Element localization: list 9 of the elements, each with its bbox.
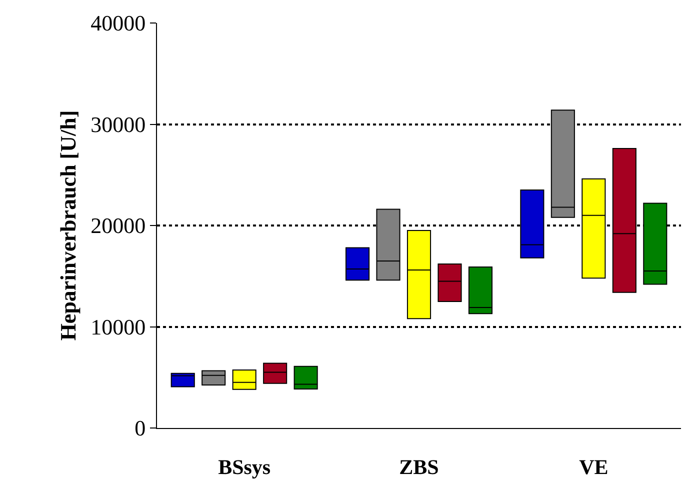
y-axis-title: Heparinverbrauch [U/h]	[55, 110, 80, 341]
x-tick-label: VE	[579, 455, 608, 480]
x-tick-label: BSsys	[218, 455, 271, 480]
y-tick-label: 40000	[90, 10, 146, 36]
y-tick-label: 10000	[90, 314, 146, 340]
y-tick-label: 0	[134, 416, 146, 441]
y-tick-label: 30000	[90, 112, 146, 137]
x-tick-label: ZBS	[399, 455, 439, 480]
y-tick-label: 20000	[90, 213, 146, 238]
